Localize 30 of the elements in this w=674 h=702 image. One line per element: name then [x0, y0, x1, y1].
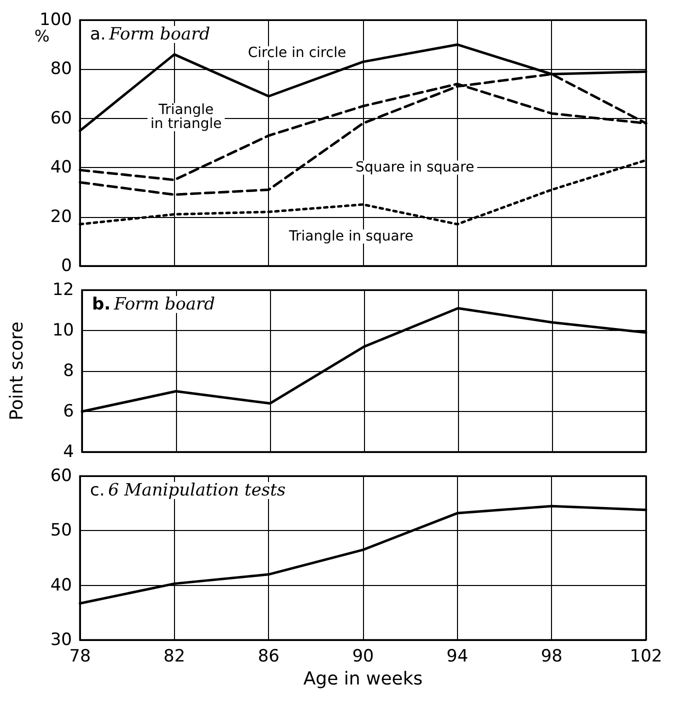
y-tick-label: 6 — [63, 402, 74, 422]
y-tick-label: 50 — [50, 520, 72, 541]
x-tick-label: 94 — [446, 646, 468, 666]
x-tick-label: 102 — [630, 646, 662, 666]
series-label: Triangle in triangle — [150, 102, 222, 132]
y-tick-label: 4 — [63, 442, 74, 462]
chart-title: a. Form board — [90, 24, 210, 44]
x-tick-label: 86 — [258, 646, 280, 666]
chart-title: b. Form board — [92, 294, 216, 314]
x-tick-label: 78 — [69, 646, 91, 666]
y-tick-label: 0 — [61, 256, 72, 276]
y-tick-label: 30 — [50, 630, 72, 650]
x-tick-label: 82 — [164, 646, 186, 666]
y-tick-label: 60 — [50, 466, 72, 486]
series-label: Circle in circle — [248, 45, 346, 62]
chart-title: c. 6 Manipulation tests — [90, 480, 286, 500]
series-label: Square in square — [356, 160, 474, 176]
x-tick-label: 98 — [540, 646, 562, 666]
y-tick-label: 40 — [50, 158, 72, 178]
y-axis-title: Point score — [6, 322, 28, 420]
y-tick-label: 40 — [50, 575, 72, 596]
y-tick-label: 12 — [52, 280, 74, 300]
y-tick-label: 10 — [52, 320, 74, 340]
y-tick-label: 80 — [50, 59, 72, 80]
x-tick-label: 90 — [352, 646, 374, 666]
y-tick-label: 20 — [50, 206, 72, 227]
y-tick-label: 60 — [50, 108, 72, 128]
y-tick-label: 8 — [63, 361, 74, 381]
series-label: Triangle in square — [288, 228, 414, 244]
x-axis-title: Age in weeks — [303, 668, 423, 690]
